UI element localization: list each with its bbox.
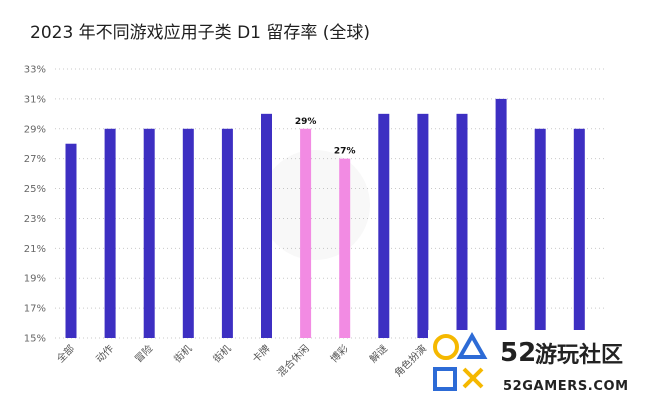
watermark-text: 游玩社区 (535, 342, 623, 368)
bar (495, 98, 507, 338)
bar (300, 128, 312, 338)
bar (417, 113, 429, 338)
bar (143, 128, 155, 338)
x-tick-label: 动作 (94, 343, 117, 366)
watermark-logo-icon (433, 331, 488, 391)
x-tick-label: 解谜 (367, 342, 390, 365)
y-tick-label: 23% (24, 214, 46, 225)
x-tick-label: 卡牌 (249, 342, 272, 365)
bar (104, 128, 116, 338)
y-tick-label: 31% (24, 94, 46, 105)
watermark: 52 游玩社区 52GAMERS.COM (428, 330, 650, 401)
bar (339, 158, 351, 338)
y-tick-label: 25% (24, 184, 46, 195)
y-tick-label: 17% (24, 304, 46, 315)
bars (65, 98, 585, 338)
watermark-number: 52 (500, 338, 536, 368)
bar (65, 143, 77, 338)
bar (534, 128, 546, 338)
x-tick-label: 博彩 (327, 342, 350, 365)
y-tick-label: 27% (24, 154, 46, 165)
y-tick-label: 33% (24, 65, 46, 76)
bar (573, 128, 585, 338)
x-tick-label: 街机 (210, 342, 233, 365)
data-label: 27% (334, 147, 356, 157)
x-tick-label: 冒险 (132, 342, 155, 365)
watermark-url: 52GAMERS.COM (503, 379, 629, 394)
data-labels: 29% 27% (295, 117, 356, 157)
data-label: 29% (295, 117, 317, 127)
bar (456, 113, 468, 338)
chart-title: 2023 年不同游戏应用子类 D1 留存率 (全球) (30, 23, 371, 43)
x-tick-label: 全部 (54, 342, 77, 365)
background-watermark-logo (260, 150, 370, 260)
y-tick-label: 29% (24, 124, 46, 135)
bar (261, 113, 272, 338)
y-tick-label: 21% (24, 244, 46, 255)
bar (182, 128, 194, 338)
y-tick-label: 15% (24, 334, 46, 345)
y-tick-label: 19% (24, 274, 46, 285)
x-tick-label: 角色扮演 (392, 342, 429, 379)
y-axis: 15% 17% 19% 21% 23% 25% 27% 29% 31% 33% (24, 65, 46, 345)
bar (378, 113, 390, 338)
bar (221, 128, 233, 338)
x-tick-label: 街机 (171, 342, 194, 365)
x-tick-label: 混合休闲 (274, 342, 311, 379)
